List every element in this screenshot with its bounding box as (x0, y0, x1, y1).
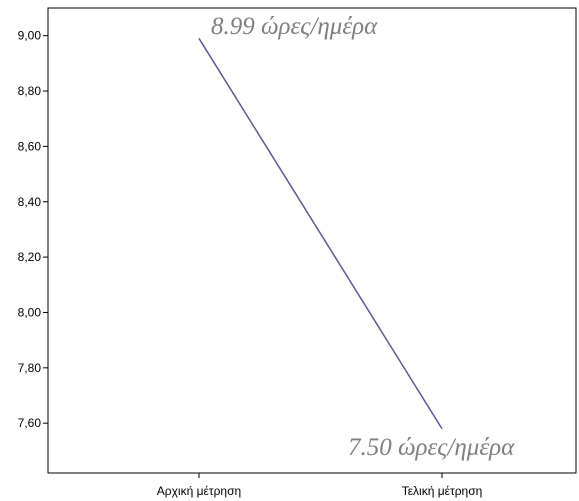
y-tick-label: 8,20 (18, 250, 42, 264)
series-group (198, 38, 443, 430)
y-tick-label: 9,00 (18, 29, 42, 43)
annotation-start: 8.99 ώρες/ημέρα (211, 13, 378, 40)
x-axis: Αρχική μέτρηση Τελική μέτρηση (157, 473, 483, 498)
y-tick-label: 8,80 (18, 84, 42, 98)
annotation-end: 7.50 ώρες/ημέρα (348, 434, 515, 461)
x-tick-label: Τελική μέτρηση (402, 484, 483, 498)
y-tick-label: 8,00 (18, 305, 42, 319)
y-tick-label: 8,40 (18, 195, 42, 209)
plot-area (47, 7, 577, 474)
series-line (198, 38, 443, 430)
x-tick-label: Αρχική μέτρηση (157, 484, 241, 498)
y-tick-label: 8,60 (18, 139, 42, 153)
y-axis: 7,60 7,80 8,00 8,20 8,40 8,60 8,80 9,00 (18, 29, 48, 430)
y-tick-label: 7,60 (18, 416, 42, 430)
y-tick-label: 7,80 (18, 361, 42, 375)
